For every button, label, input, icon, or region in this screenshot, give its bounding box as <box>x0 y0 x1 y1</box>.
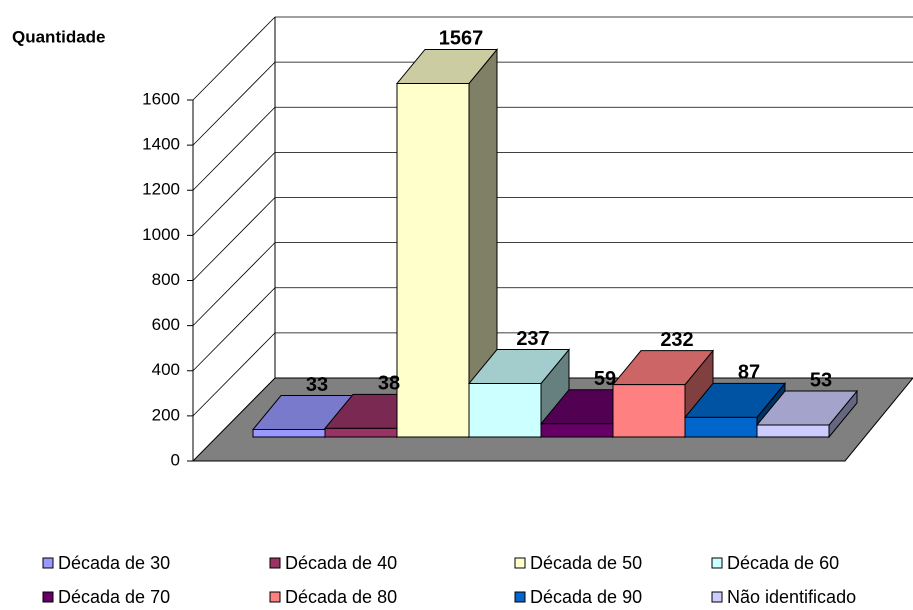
y-tick-label: 1000 <box>142 225 180 244</box>
grid-line <box>192 332 276 417</box>
bar-front <box>468 383 542 438</box>
legend-swatch <box>514 591 526 603</box>
grid-line <box>192 197 276 281</box>
grid-line <box>192 287 276 372</box>
grid-line <box>192 106 276 191</box>
bar-front <box>540 423 614 438</box>
legend-label: Década de 50 <box>530 553 642 573</box>
data-label: 237 <box>516 328 549 350</box>
bar-front <box>396 82 470 438</box>
data-label: 59 <box>594 368 616 390</box>
y-tick-label: 1200 <box>142 180 180 199</box>
grid-line <box>192 61 276 146</box>
bar-front <box>612 384 686 438</box>
legend-swatch <box>42 557 54 569</box>
bar <box>683 381 787 439</box>
bar-front <box>756 424 830 438</box>
grid-line <box>192 16 276 101</box>
legend-swatch <box>711 591 723 603</box>
data-label: 38 <box>378 373 400 395</box>
grid-line <box>192 242 276 326</box>
data-label: 1567 <box>439 28 484 50</box>
data-label: 53 <box>810 369 832 391</box>
y-tick-label: 600 <box>152 315 180 334</box>
legend-label: Década de 30 <box>58 553 170 573</box>
legend-label: Não identificado <box>727 587 856 607</box>
legend-swatch <box>269 557 281 569</box>
legend-label: Década de 90 <box>530 587 642 607</box>
y-axis-label: Quantidade <box>12 27 106 46</box>
data-label: 87 <box>738 362 760 384</box>
legend-label: Década de 40 <box>285 553 397 573</box>
y-tick-label: 1600 <box>142 89 180 108</box>
y-tick-label: 1400 <box>142 135 180 154</box>
bar-front <box>324 427 398 438</box>
legend-swatch <box>42 591 54 603</box>
legend-label: Década de 60 <box>727 553 839 573</box>
legend-swatch <box>514 557 526 569</box>
y-tick-label: 200 <box>152 405 180 424</box>
legend-label: Década de 70 <box>58 587 170 607</box>
legend-swatch <box>269 591 281 603</box>
y-tick-label: 400 <box>152 360 180 379</box>
legend-swatch <box>711 557 723 569</box>
grid-line <box>192 152 276 236</box>
data-label: 232 <box>660 329 693 351</box>
legend-label: Década de 80 <box>285 587 397 607</box>
y-tick-label: 0 <box>171 450 180 469</box>
bar-front <box>252 429 326 438</box>
data-label: 33 <box>306 374 328 396</box>
bar-front <box>684 416 758 438</box>
bar <box>755 389 859 439</box>
y-tick-label: 800 <box>152 270 180 289</box>
